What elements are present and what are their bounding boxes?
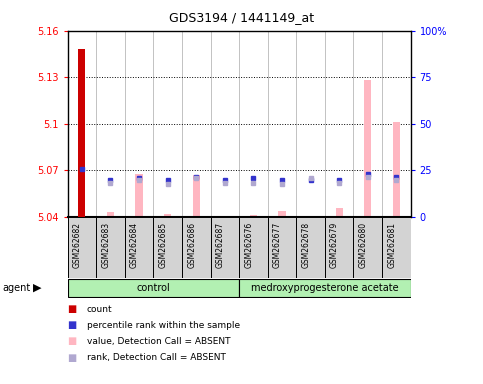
Bar <box>136 174 142 217</box>
Bar <box>268 217 296 278</box>
Bar <box>182 217 211 278</box>
Text: GSM262680: GSM262680 <box>359 222 368 268</box>
Text: GSM262679: GSM262679 <box>330 222 339 268</box>
Text: ■: ■ <box>68 336 77 346</box>
Text: GSM262686: GSM262686 <box>187 222 196 268</box>
Bar <box>296 217 325 278</box>
Bar <box>96 217 125 278</box>
Bar <box>336 208 342 217</box>
Bar <box>164 214 171 217</box>
Bar <box>125 217 154 278</box>
Text: GDS3194 / 1441149_at: GDS3194 / 1441149_at <box>169 12 314 25</box>
Bar <box>68 217 96 278</box>
Bar <box>239 280 411 296</box>
Text: medroxyprogesterone acetate: medroxyprogesterone acetate <box>251 283 398 293</box>
Text: ■: ■ <box>68 353 77 362</box>
Text: value, Detection Call = ABSENT: value, Detection Call = ABSENT <box>87 337 230 346</box>
Bar <box>325 217 354 278</box>
Text: rank, Detection Call = ABSENT: rank, Detection Call = ABSENT <box>87 353 226 362</box>
Text: agent: agent <box>2 283 30 293</box>
Text: percentile rank within the sample: percentile rank within the sample <box>87 321 240 330</box>
Text: ■: ■ <box>68 320 77 330</box>
Bar <box>107 212 114 217</box>
Bar <box>382 217 411 278</box>
Text: GSM262685: GSM262685 <box>158 222 168 268</box>
Bar <box>393 122 400 217</box>
Bar <box>364 80 371 217</box>
Text: ▶: ▶ <box>33 283 42 293</box>
Text: GSM262684: GSM262684 <box>130 222 139 268</box>
Bar <box>211 217 239 278</box>
Bar <box>68 280 239 296</box>
Text: GSM262687: GSM262687 <box>216 222 225 268</box>
Bar <box>78 49 85 217</box>
Text: GSM262683: GSM262683 <box>101 222 111 268</box>
Bar <box>250 215 257 217</box>
Bar <box>154 217 182 278</box>
Bar <box>193 175 200 217</box>
Text: count: count <box>87 305 113 314</box>
Bar <box>354 217 382 278</box>
Text: GSM262682: GSM262682 <box>73 222 82 268</box>
Text: ■: ■ <box>68 304 77 314</box>
Text: control: control <box>137 283 170 293</box>
Text: GSM262681: GSM262681 <box>387 222 396 268</box>
Text: GSM262677: GSM262677 <box>273 222 282 268</box>
Text: GSM262676: GSM262676 <box>244 222 254 268</box>
Bar <box>278 211 285 217</box>
Bar <box>239 217 268 278</box>
Text: GSM262678: GSM262678 <box>301 222 311 268</box>
